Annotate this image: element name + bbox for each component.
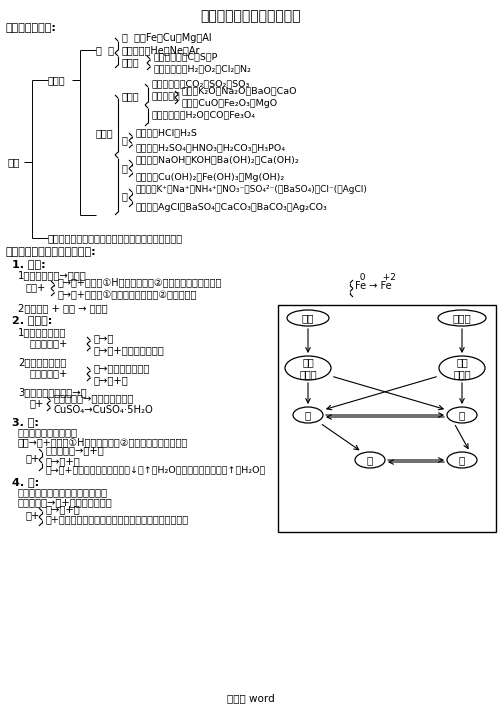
Text: 难溶盐：AgCl、BaSO₄、CaCO₃、BaCO₃、Ag₂CO₃: 难溶盐：AgCl、BaSO₄、CaCO₃、BaCO₃、Ag₂CO₃ — [136, 202, 327, 212]
Text: 无氧酸：HCl、H₂S: 无氧酸：HCl、H₂S — [136, 128, 197, 137]
Text: 含氧酸：H₂SO₄、HNO₃、H₂CO₃、H₃PO₄: 含氧酸：H₂SO₄、HNO₃、H₂CO₃、H₃PO₄ — [136, 144, 286, 152]
Text: 稀有气体：He、Ne、Ar: 稀有气体：He、Ne、Ar — [122, 45, 200, 55]
Text: 碱性氧化物→盐+水: 碱性氧化物→盐+水 — [46, 445, 105, 455]
Text: 氧化物: 氧化物 — [122, 91, 139, 101]
Text: 0      +2: 0 +2 — [353, 273, 395, 282]
Text: 盐→酸+盐（可溶反应物能生成↓、↑、H₂O；难溶反应物能生成↑、H₂O）: 盐→酸+盐（可溶反应物能生成↓、↑、H₂O；难溶反应物能生成↑、H₂O） — [46, 465, 266, 474]
Text: 难溶：CuO、Fe₂O₃、MgO: 难溶：CuO、Fe₂O₃、MgO — [182, 98, 278, 108]
Text: 化合物: 化合物 — [96, 128, 113, 138]
Text: 一、物质的分类:: 一、物质的分类: — [6, 23, 57, 33]
Text: 酸→盐+水: 酸→盐+水 — [46, 504, 81, 514]
Text: 3）水：酸性氧化物→酸: 3）水：酸性氧化物→酸 — [18, 387, 87, 397]
Text: 非金属: 非金属 — [122, 57, 139, 67]
Text: 气态非金属：H₂、O₂、Cl₂、N₂: 气态非金属：H₂、O₂、Cl₂、N₂ — [154, 64, 252, 74]
Text: 可溶盐：K⁺、Na⁺、NH₄⁺、NO₃⁻、SO₄²⁻(除BaSO₄)、Cl⁻(除AgCl): 可溶盐：K⁺、Na⁺、NH₄⁺、NO₃⁻、SO₄²⁻(除BaSO₄)、Cl⁻(除… — [136, 185, 367, 193]
Text: 金属→盐+氢气（①H前面的金属；②不能是浓硫酸和硝酸）: 金属→盐+氢气（①H前面的金属；②不能是浓硫酸和硝酸） — [18, 437, 188, 447]
Text: 单  质: 单 质 — [96, 45, 114, 55]
Bar — [278, 305, 495, 532]
Text: 1）酸性氧化物：: 1）酸性氧化物： — [18, 327, 66, 337]
Text: CuSO₄→CuSO₄·5H₂O: CuSO₄→CuSO₄·5H₂O — [54, 405, 153, 415]
Text: 2）非金属 + 氧气 → 氧化物: 2）非金属 + 氧气 → 氧化物 — [18, 303, 107, 313]
Text: 二、各类物质的主要化学性质:: 二、各类物质的主要化学性质: — [6, 247, 96, 257]
Text: 物质: 物质 — [8, 157, 21, 167]
Text: 石蕊变蓝；酚酞变红（可溶性碱）: 石蕊变蓝；酚酞变红（可溶性碱） — [18, 487, 108, 497]
Text: 可溶碱：NaOH、KOH、Ba(OH)₂、Ca(OH)₂: 可溶碱：NaOH、KOH、Ba(OH)₂、Ca(OH)₂ — [136, 156, 299, 164]
Text: 2. 氧化物:: 2. 氧化物: — [12, 315, 52, 325]
Text: 酸: 酸 — [458, 410, 464, 420]
Text: 酸性氧化物+: 酸性氧化物+ — [30, 338, 68, 348]
Text: 盐: 盐 — [366, 455, 372, 465]
Text: 酸→盐+水: 酸→盐+水 — [94, 375, 128, 385]
Text: Fe → Fe: Fe → Fe — [354, 281, 391, 291]
Ellipse shape — [287, 310, 328, 326]
Text: 金属: 金属 — [301, 313, 314, 323]
Text: 水+: 水+ — [30, 398, 44, 408]
Text: 非金属: 非金属 — [452, 313, 470, 323]
Text: 固态非金属：C、S、P: 固态非金属：C、S、P — [154, 52, 218, 62]
Ellipse shape — [438, 356, 484, 380]
Text: 盐→盐+金属（①排在前面的金属；②可溶性盐）: 盐→盐+金属（①排在前面的金属；②可溶性盐） — [58, 290, 197, 300]
Text: 3. 酸:: 3. 酸: — [12, 417, 39, 427]
Text: 碱→盐+水（可溶性碱）: 碱→盐+水（可溶性碱） — [94, 345, 164, 355]
Text: 碱性氧化物→碱（可溶性碱）: 碱性氧化物→碱（可溶性碱） — [54, 393, 134, 403]
Text: 碱: 碱 — [122, 163, 128, 173]
Text: 酸+: 酸+ — [26, 453, 40, 463]
Text: 碱: 碱 — [304, 410, 311, 420]
Text: 金属+: 金属+ — [26, 282, 46, 292]
Text: 盐: 盐 — [458, 455, 464, 465]
Text: 难溶碱：Cu(OH)₂、Fe(OH)₃、Mg(OH)₂: 难溶碱：Cu(OH)₂、Fe(OH)₃、Mg(OH)₂ — [136, 173, 285, 181]
Ellipse shape — [293, 407, 322, 423]
Text: 碱+: 碱+ — [26, 510, 40, 520]
Text: 盐: 盐 — [122, 191, 128, 201]
Text: 4. 碱:: 4. 碱: — [12, 477, 39, 487]
Text: 初中化学酸碱盐知识点总结: 初中化学酸碱盐知识点总结 — [200, 9, 301, 23]
Text: 混合物：空气、水煤气、煤、石油、天然气、石灰石: 混合物：空气、水煤气、煤、石油、天然气、石灰石 — [48, 233, 183, 243]
Text: 酸: 酸 — [122, 135, 128, 145]
Text: 碱性
氧化物: 碱性 氧化物 — [299, 358, 316, 379]
Text: 碱性氧化物: 碱性氧化物 — [152, 93, 180, 101]
Ellipse shape — [437, 310, 485, 326]
Text: 碱性氧化物+: 碱性氧化物+ — [30, 368, 68, 378]
Text: 酸性氧化物→盐+水（可溶性碱）: 酸性氧化物→盐+水（可溶性碱） — [18, 497, 113, 507]
Text: 石蕊变红；酚酞不变色: 石蕊变红；酚酞不变色 — [18, 427, 78, 437]
Text: 酸→盐+氢气（①H前面的金属；②不能是浓硫酸和硝酸）: 酸→盐+氢气（①H前面的金属；②不能是浓硫酸和硝酸） — [58, 277, 222, 287]
Text: 碱→盐+水: 碱→盐+水 — [46, 456, 81, 466]
Text: 金  属：Fe、Cu、Mg、Al: 金 属：Fe、Cu、Mg、Al — [122, 33, 211, 43]
Text: 1）金属：氧气→氧化物: 1）金属：氧气→氧化物 — [18, 270, 87, 280]
Text: 水→碱（可溶性碱）: 水→碱（可溶性碱） — [94, 363, 150, 373]
Text: 酸性
氧化物: 酸性 氧化物 — [452, 358, 470, 379]
Text: 其它氧化物：H₂O、CO、Fe₃O₄: 其它氧化物：H₂O、CO、Fe₃O₄ — [152, 110, 256, 120]
Ellipse shape — [354, 452, 384, 468]
Text: 纯净物: 纯净物 — [48, 75, 66, 85]
Text: 2）碱性氧化物：: 2）碱性氧化物： — [18, 357, 66, 367]
Ellipse shape — [285, 356, 330, 380]
Text: 1. 单质:: 1. 单质: — [12, 259, 46, 269]
Text: 水→酸: 水→酸 — [94, 333, 114, 343]
Text: 盐+碱（反应物必须可溶且生成物之一必须是不溶物）: 盐+碱（反应物必须可溶且生成物之一必须是不溶物） — [46, 514, 189, 524]
Text: 可溶：K₂O、Na₂O、BaO、CaO: 可溶：K₂O、Na₂O、BaO、CaO — [182, 86, 297, 96]
Text: 酸性氧化物：CO₂、SO₂、SO₃: 酸性氧化物：CO₂、SO₂、SO₃ — [152, 79, 250, 88]
Text: 编辑版 word: 编辑版 word — [226, 693, 275, 703]
Ellipse shape — [446, 407, 476, 423]
Ellipse shape — [446, 452, 476, 468]
